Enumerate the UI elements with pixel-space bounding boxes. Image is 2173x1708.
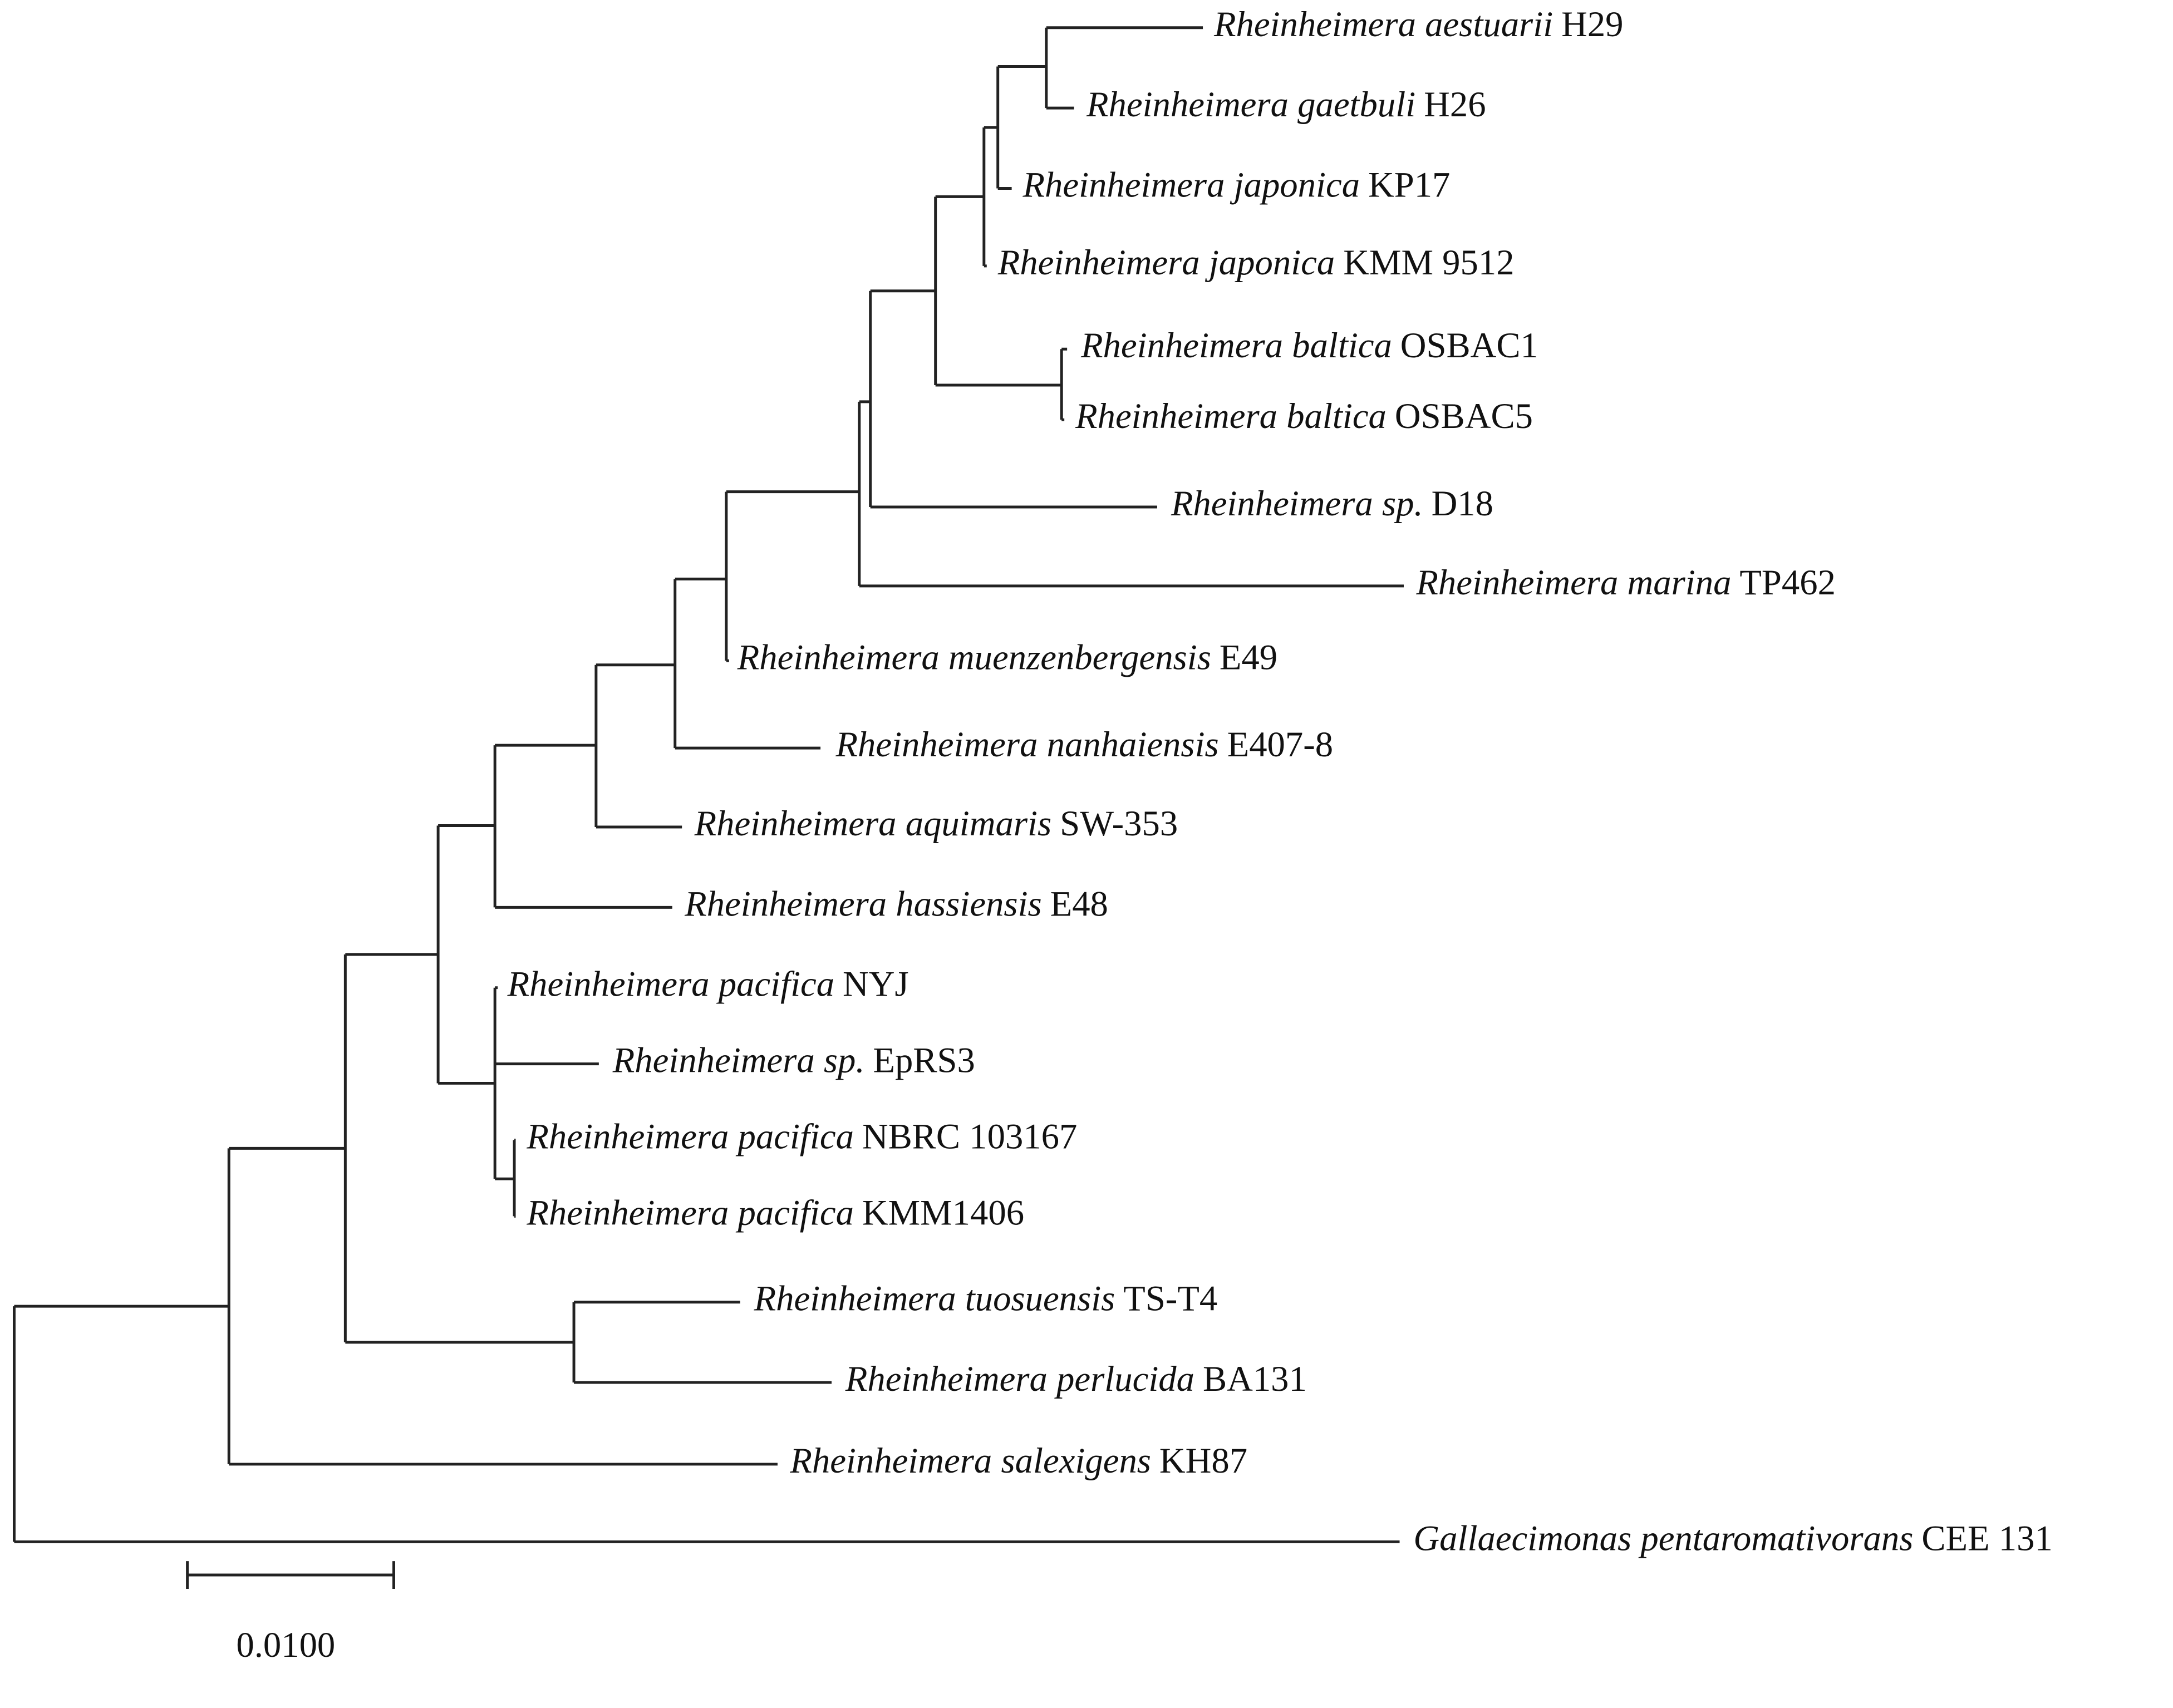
strain-name: KH87 xyxy=(1159,1440,1247,1480)
species-name: Rheinheimera baltica xyxy=(1075,396,1387,436)
scale-bar: 0.0100 xyxy=(186,1561,395,1665)
species-name: Rheinheimera aquimaris xyxy=(694,803,1052,843)
strain-name: TP462 xyxy=(1739,562,1836,602)
leaf-label: Rheinheimera japonica KMM 9512 xyxy=(997,242,1515,282)
strain-name: TS-T4 xyxy=(1123,1278,1217,1318)
species-name: Rheinheimera aestuarii xyxy=(1213,4,1553,44)
leaf-label: Rheinheimera pacifica NBRC 103167 xyxy=(526,1116,1077,1156)
leaf-label: Rheinheimera aestuarii H29 xyxy=(1213,4,1624,44)
tree-branches xyxy=(12,26,1404,1543)
strain-name: E407-8 xyxy=(1227,724,1333,764)
species-name: Rheinheimera sp. xyxy=(612,1040,865,1080)
species-name: Rheinheimera japonica xyxy=(997,242,1335,282)
species-name: Rheinheimera marina xyxy=(1415,562,1731,602)
strain-name: SW-353 xyxy=(1060,803,1178,843)
species-name: Rheinheimera nanhaiensis xyxy=(835,724,1218,764)
species-name: Rheinheimera pacifica xyxy=(526,1192,854,1232)
leaf-label: Rheinheimera nanhaiensis E407-8 xyxy=(835,724,1333,764)
leaf-label: Rheinheimera salexigens KH87 xyxy=(789,1440,1247,1480)
strain-name: H26 xyxy=(1424,84,1486,124)
species-name: Rheinheimera gaetbuli xyxy=(1086,84,1415,124)
species-name: Rheinheimera sp. xyxy=(1171,483,1423,523)
leaf-label: Rheinheimera baltica OSBAC5 xyxy=(1075,396,1533,436)
leaf-label: Rheinheimera perlucida BA131 xyxy=(845,1358,1307,1399)
strain-name: KMM 9512 xyxy=(1343,242,1514,282)
species-name: Rheinheimera japonica xyxy=(1022,164,1360,204)
strain-name: E49 xyxy=(1220,637,1277,677)
species-name: Rheinheimera pacifica xyxy=(507,964,835,1004)
species-name: Rheinheimera perlucida xyxy=(845,1358,1194,1399)
species-name: Rheinheimera tuosuensis xyxy=(754,1278,1115,1318)
leaf-label: Gallaecimonas pentaromativorans CEE 131 xyxy=(1413,1518,2052,1558)
strain-name: H29 xyxy=(1561,4,1623,44)
strain-name: E48 xyxy=(1050,883,1108,923)
strain-name: BA131 xyxy=(1203,1358,1307,1399)
leaf-label: Rheinheimera sp. D18 xyxy=(1171,483,1493,523)
species-name: Rheinheimera baltica xyxy=(1080,325,1392,365)
species-name: Rheinheimera pacifica xyxy=(526,1116,854,1156)
leaf-label: Rheinheimera marina TP462 xyxy=(1415,562,1836,602)
leaf-label: Rheinheimera baltica OSBAC1 xyxy=(1080,325,1538,365)
leaf-label: Rheinheimera hassiensis E48 xyxy=(684,883,1108,923)
leaf-label: Rheinheimera pacifica NYJ xyxy=(507,964,909,1004)
strain-name: CEE 131 xyxy=(1921,1518,2052,1558)
strain-name: OSBAC5 xyxy=(1395,396,1533,436)
leaf-label: Rheinheimera tuosuensis TS-T4 xyxy=(754,1278,1218,1318)
species-name: Rheinheimera hassiensis xyxy=(684,883,1042,923)
strain-name: EpRS3 xyxy=(873,1040,975,1080)
leaf-label: Rheinheimera sp. EpRS3 xyxy=(612,1040,975,1080)
strain-name: NYJ xyxy=(843,964,909,1004)
strain-name: NBRC 103167 xyxy=(862,1116,1077,1156)
leaf-label: Rheinheimera japonica KP17 xyxy=(1022,164,1451,204)
strain-name: KMM1406 xyxy=(862,1192,1024,1232)
scale-label: 0.0100 xyxy=(236,1625,335,1665)
leaf-label: Rheinheimera aquimaris SW-353 xyxy=(694,803,1178,843)
strain-name: D18 xyxy=(1432,483,1493,523)
strain-name: OSBAC1 xyxy=(1400,325,1538,365)
leaf-label: Rheinheimera gaetbuli H26 xyxy=(1086,84,1486,124)
leaf-label: Rheinheimera muenzenbergensis E49 xyxy=(737,637,1277,677)
species-name: Rheinheimera salexigens xyxy=(789,1440,1151,1480)
species-name: Rheinheimera muenzenbergensis xyxy=(737,637,1211,677)
strain-name: KP17 xyxy=(1368,164,1450,204)
leaf-label: Rheinheimera pacifica KMM1406 xyxy=(526,1192,1024,1232)
species-name: Gallaecimonas pentaromativorans xyxy=(1413,1518,1913,1558)
